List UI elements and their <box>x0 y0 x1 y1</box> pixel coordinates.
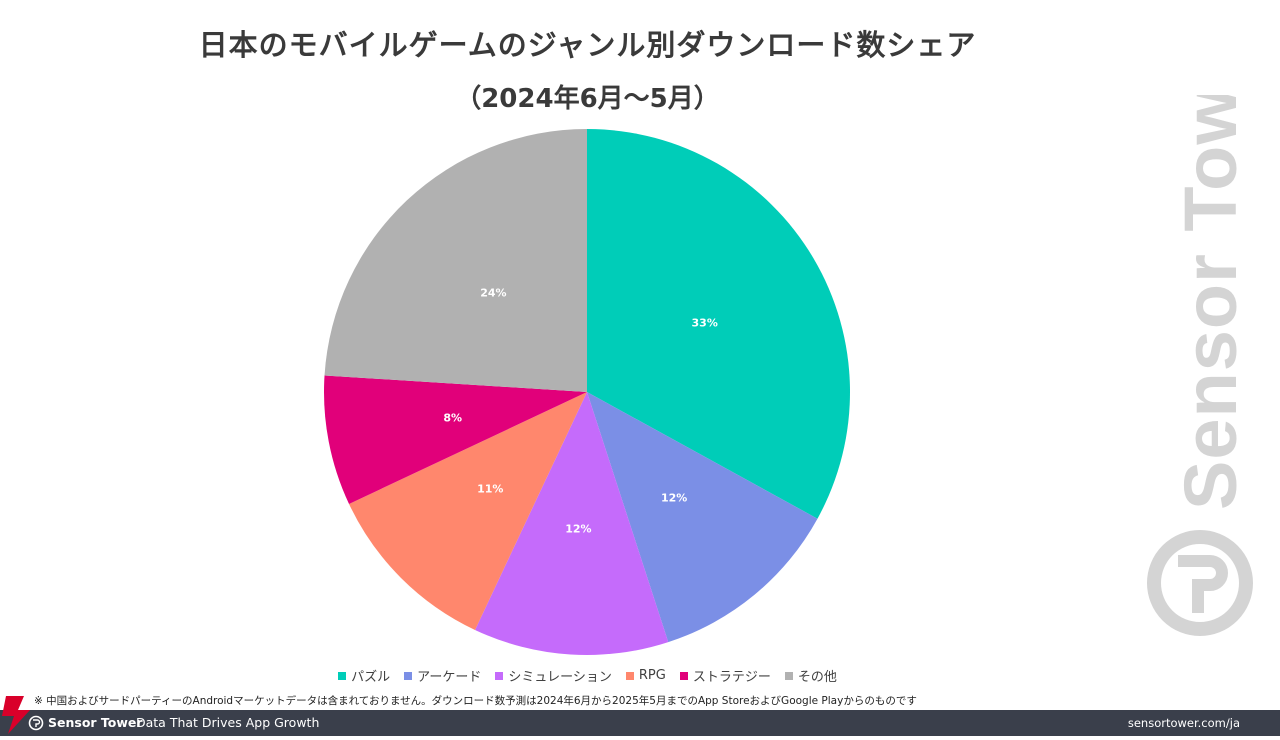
legend-item: その他 <box>784 666 837 685</box>
legend-swatch <box>625 671 634 680</box>
pie-slice <box>587 129 850 519</box>
dengeki-online-logo <box>0 690 130 736</box>
legend-label: ストラテジー <box>692 670 771 685</box>
legend-swatch <box>784 671 793 680</box>
legend-swatch <box>404 671 413 680</box>
sensor-tower-watermark: Sensor Tower <box>1147 95 1253 636</box>
legend-swatch <box>679 671 688 680</box>
pie-slice <box>475 392 669 655</box>
legend-item: パズル <box>338 666 390 685</box>
legend-item: シミュレーション <box>495 666 612 685</box>
footer-tagline: Data That Drives App Growth <box>136 715 320 730</box>
pie-slice <box>324 129 587 392</box>
slice-label: 24% <box>480 286 506 299</box>
chart-title: 日本のモバイルゲームのジャンル別ダウンロード数シェア <box>198 28 977 62</box>
footnote: ※ 中国およびサードパーティーのAndroidマーケットデータは含まれておりませ… <box>34 695 917 707</box>
legend-label: その他 <box>797 670 837 685</box>
footer-brand: Sensor Tower <box>48 715 143 730</box>
slice-label: 8% <box>443 412 462 425</box>
sensor-tower-logo-icon <box>28 715 44 731</box>
legend-label: パズル <box>351 670 391 685</box>
slice-label: 11% <box>477 483 503 496</box>
pie-slice <box>349 392 587 630</box>
legend-item: ストラテジー <box>679 666 771 685</box>
lightning-bolt-icon <box>2 696 30 734</box>
watermark-text: Sensor Tower <box>1169 95 1252 510</box>
slice-label: 12% <box>661 491 687 504</box>
slice-label: 12% <box>565 522 591 535</box>
chart-subtitle: （2024年6月～5月） <box>455 84 720 114</box>
legend-label: シミュレーション <box>508 670 612 685</box>
legend-label: RPG <box>638 668 666 683</box>
chart-legend: パズル アーケード シミュレーション RPG ストラテジー その他 <box>0 666 1175 685</box>
slice-label: 33% <box>692 316 718 329</box>
legend-item: アーケード <box>404 666 481 685</box>
legend-swatch <box>338 671 347 680</box>
legend-swatch <box>495 671 504 680</box>
legend-label: アーケード <box>417 670 482 685</box>
watermark-logo-icon <box>1147 530 1253 636</box>
legend-item: RPG <box>625 666 666 685</box>
footer-bar: Sensor Tower Data That Drives App Growth… <box>0 710 1280 736</box>
footer-url[interactable]: sensortower.com/ja <box>1127 716 1240 730</box>
pie-slice <box>324 375 587 504</box>
pie-slice <box>587 392 818 643</box>
